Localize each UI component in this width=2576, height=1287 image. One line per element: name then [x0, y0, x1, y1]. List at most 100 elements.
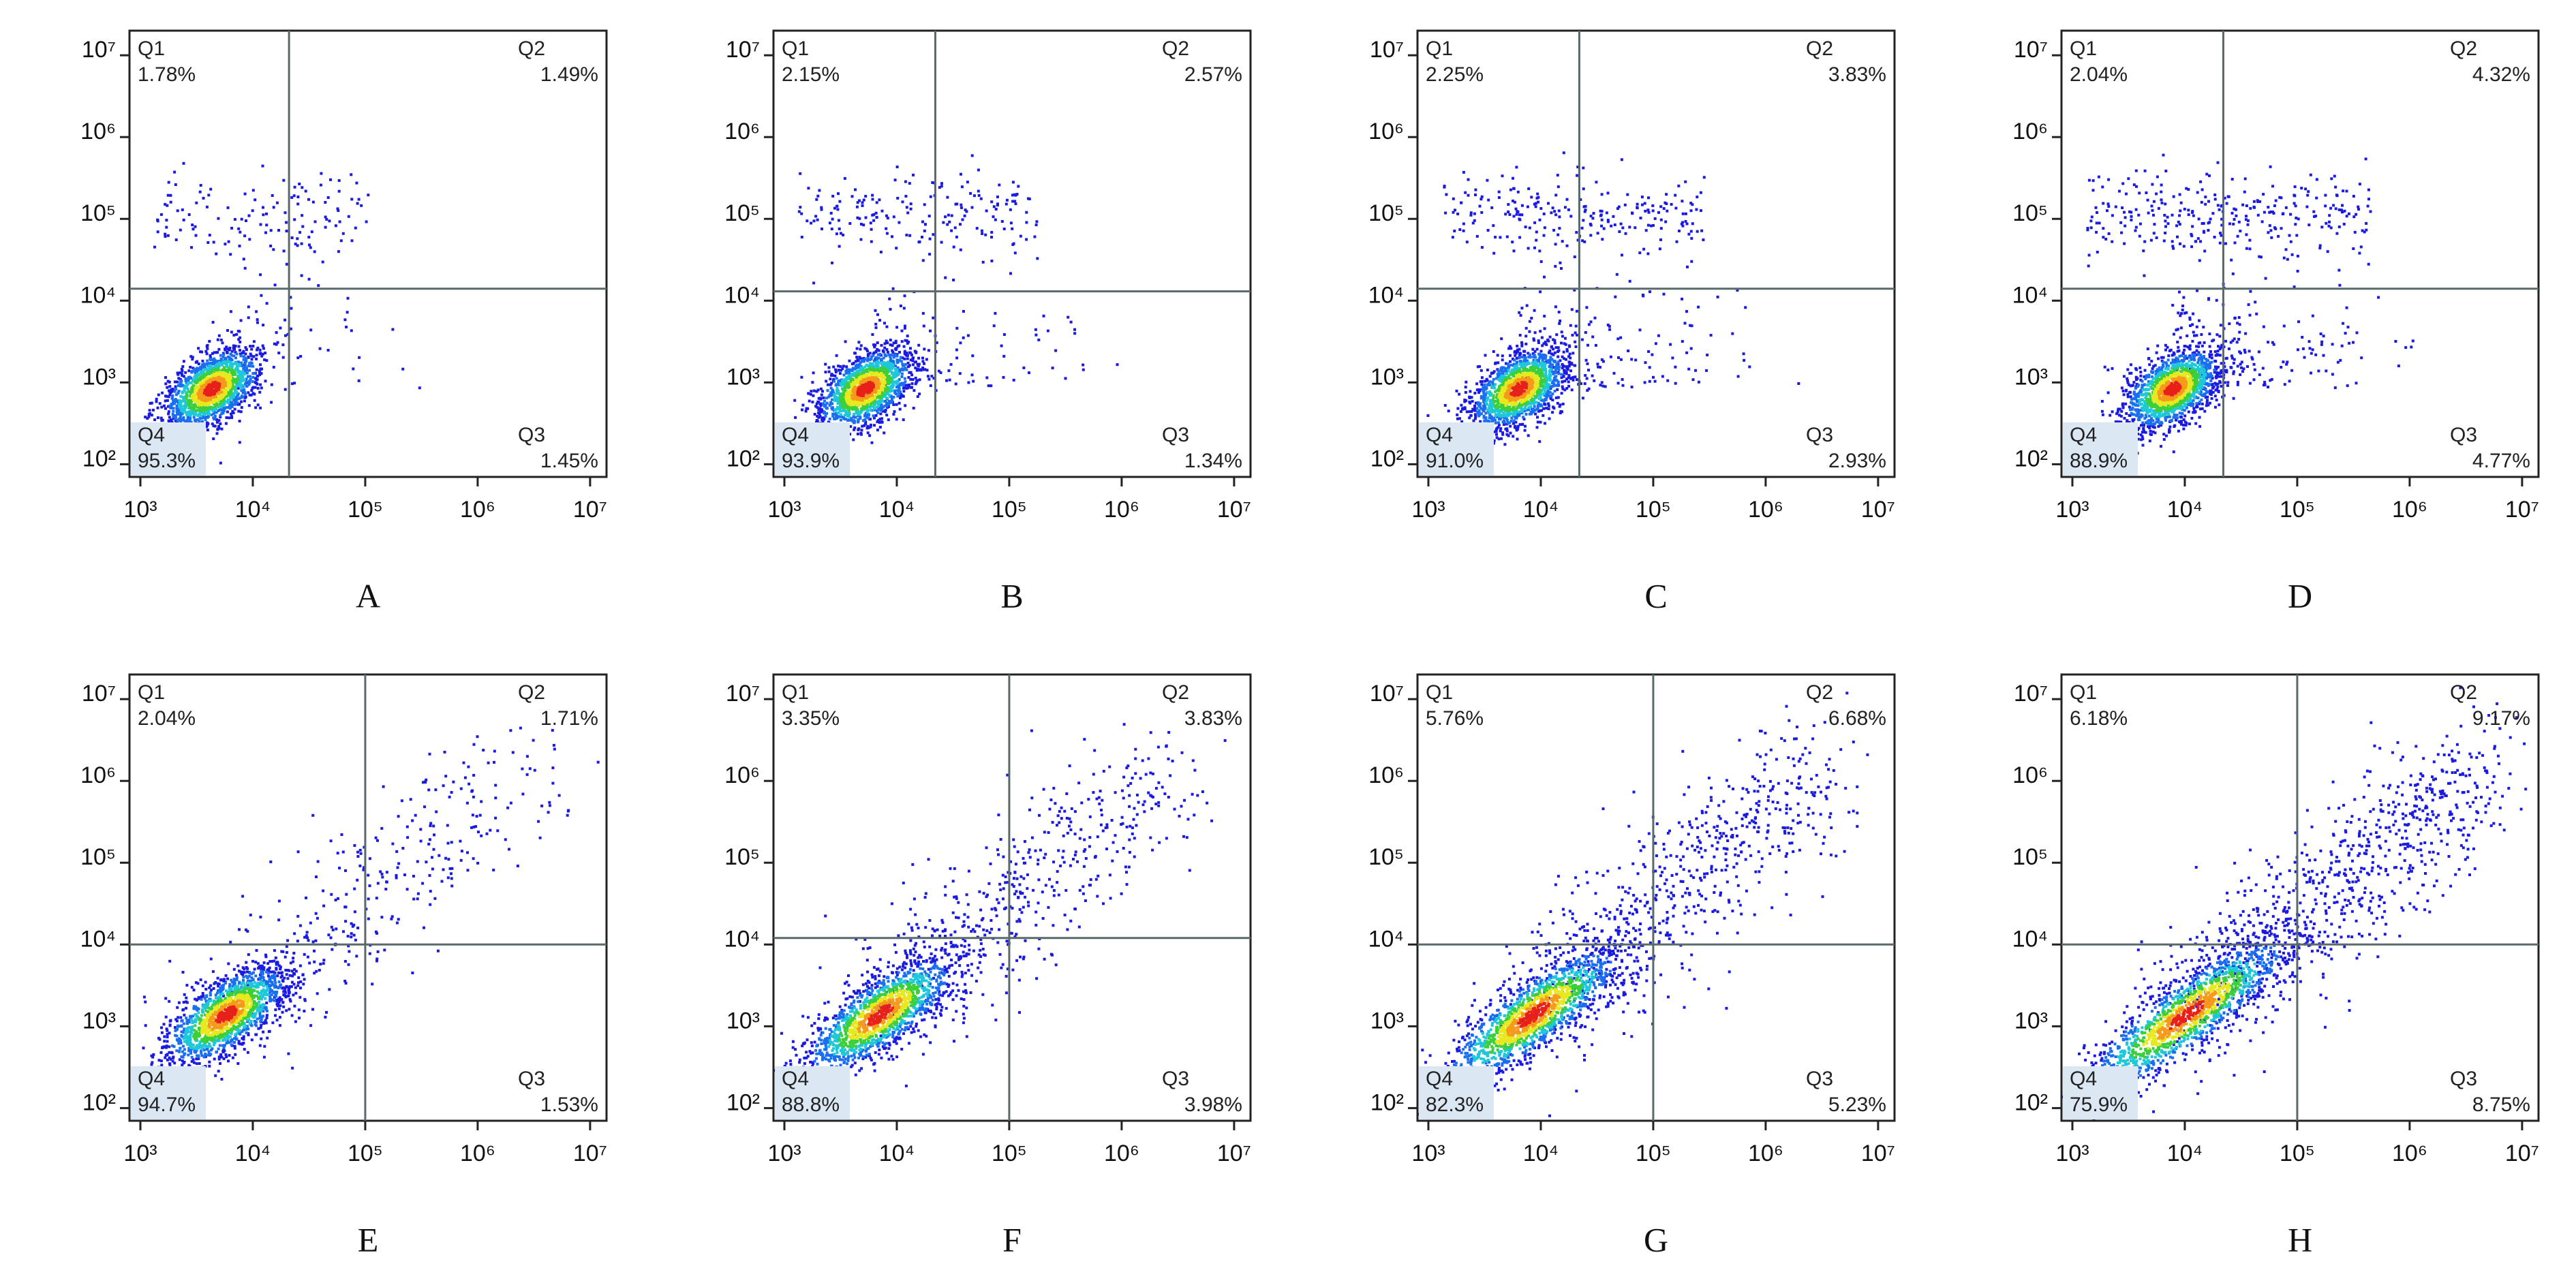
event	[849, 392, 853, 395]
event	[1551, 399, 1554, 402]
event	[1561, 355, 1564, 358]
event	[191, 396, 194, 399]
event	[357, 379, 361, 382]
event	[829, 401, 832, 404]
event	[217, 427, 221, 430]
event	[1490, 405, 1494, 408]
event	[840, 394, 844, 398]
event	[1499, 379, 1502, 382]
event	[859, 401, 863, 405]
event	[1497, 421, 1500, 424]
event	[1488, 411, 1492, 414]
event	[233, 389, 236, 392]
event	[194, 389, 197, 392]
event	[1486, 229, 1490, 232]
event	[1553, 210, 1557, 213]
event	[194, 234, 198, 237]
event	[1527, 247, 1530, 250]
event	[207, 409, 211, 413]
event	[800, 236, 803, 238]
event	[181, 407, 185, 411]
event	[1531, 347, 1535, 351]
event	[209, 371, 212, 373]
event	[811, 401, 814, 404]
event	[1456, 213, 1460, 215]
event	[170, 388, 173, 391]
event	[1551, 411, 1554, 414]
event	[909, 202, 913, 206]
event	[1535, 407, 1538, 411]
event	[1531, 401, 1534, 405]
event	[244, 382, 247, 386]
event	[962, 310, 965, 313]
event	[1011, 193, 1014, 197]
event	[960, 172, 962, 176]
event	[241, 379, 244, 383]
event	[861, 419, 865, 422]
event	[1600, 224, 1604, 228]
event	[1651, 209, 1655, 213]
event	[909, 377, 913, 381]
event	[282, 179, 286, 182]
event	[1565, 367, 1569, 370]
event	[1513, 351, 1516, 354]
event	[212, 416, 215, 420]
event	[900, 375, 904, 378]
event	[1583, 382, 1586, 386]
event	[1601, 384, 1605, 388]
event	[1082, 368, 1085, 371]
event	[249, 377, 252, 381]
event	[853, 371, 856, 375]
event	[878, 394, 882, 398]
event	[874, 356, 878, 359]
event	[201, 359, 204, 362]
event	[1497, 437, 1501, 441]
event	[1552, 338, 1555, 341]
event	[202, 196, 205, 200]
event	[184, 371, 187, 374]
event	[232, 412, 235, 415]
event	[977, 193, 981, 197]
event	[1533, 202, 1536, 206]
event	[1529, 402, 1532, 405]
event	[1554, 371, 1557, 375]
event	[222, 388, 226, 392]
event	[1576, 174, 1579, 177]
event	[204, 367, 208, 371]
event	[195, 382, 198, 385]
event	[841, 387, 844, 390]
event	[880, 408, 884, 411]
event	[205, 345, 209, 348]
event	[1554, 305, 1557, 309]
event	[892, 413, 895, 416]
event	[1647, 196, 1650, 200]
event	[1700, 229, 1704, 232]
event	[912, 363, 915, 367]
event	[814, 215, 818, 218]
event	[1557, 380, 1560, 384]
event	[367, 193, 370, 197]
event	[192, 416, 196, 419]
event	[931, 181, 934, 184]
event	[212, 358, 215, 361]
event	[812, 281, 816, 285]
event	[881, 387, 885, 390]
x-tick-label: 10³	[123, 497, 157, 523]
event	[1506, 422, 1509, 424]
event	[204, 397, 207, 400]
event	[881, 409, 885, 413]
event	[1473, 404, 1477, 407]
event	[357, 198, 361, 201]
event	[1716, 295, 1719, 298]
event	[243, 266, 247, 270]
event	[300, 274, 303, 277]
event	[1520, 344, 1524, 347]
event	[868, 352, 872, 355]
event	[856, 433, 859, 435]
event	[1552, 377, 1556, 379]
event	[228, 346, 232, 350]
event	[179, 416, 182, 420]
event	[838, 245, 841, 248]
event	[1684, 212, 1687, 215]
event	[947, 369, 951, 373]
